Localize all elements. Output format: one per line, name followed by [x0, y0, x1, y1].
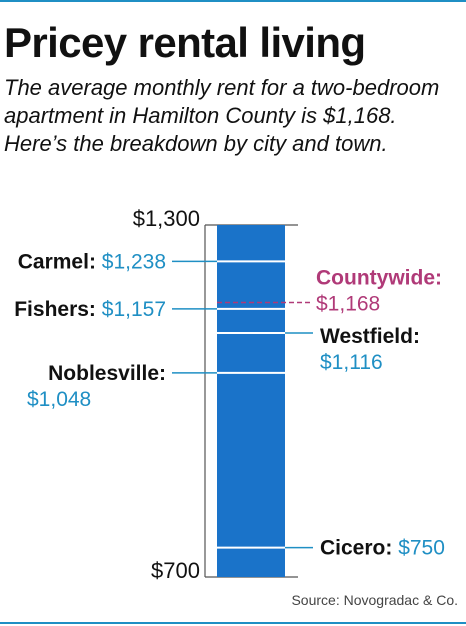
reference-label-name-part-0: Countywide: — [316, 266, 442, 289]
reference-label-value-part-0: $1,168 — [316, 292, 380, 315]
top-rule — [0, 0, 466, 2]
reference-label-value: $1,168 — [316, 292, 380, 315]
label-noblesville-value: $1,048 — [27, 388, 91, 411]
label-fishers: Fishers: $1,157 — [14, 298, 166, 321]
bottom-rule — [0, 622, 466, 624]
reference-label-name: Countywide: — [316, 266, 442, 289]
chart-subtitle: The average monthly rent for a two-bedro… — [4, 75, 440, 156]
chart-title: Pricey rental living — [4, 19, 366, 66]
label-cicero: Cicero: $750 — [320, 537, 445, 560]
ytick-label-bottom: $700 — [151, 558, 200, 583]
label-westfield-name: Westfield: — [320, 325, 420, 348]
source-note: Source: Novogradac & Co. — [291, 592, 458, 608]
label-fishers-part-1: $1,157 — [102, 298, 166, 321]
label-carmel: Carmel: $1,238 — [18, 250, 166, 273]
label-noblesville-name: Noblesville: — [48, 362, 166, 385]
label-cicero-part-0: Cicero: — [320, 537, 398, 560]
label-noblesville-value-part-0: $1,048 — [27, 388, 91, 411]
label-westfield-value-part-0: $1,116 — [320, 351, 383, 374]
label-cicero-part-1: $750 — [398, 537, 445, 560]
bar — [217, 225, 285, 577]
label-carmel-part-1: $1,238 — [102, 250, 166, 273]
label-fishers-part-0: Fishers: — [14, 298, 102, 321]
label-noblesville-name-part-0: Noblesville: — [48, 362, 166, 385]
label-westfield-name-part-0: Westfield: — [320, 325, 420, 348]
ytick-label-top: $1,300 — [133, 206, 200, 231]
label-carmel-part-0: Carmel: — [18, 250, 102, 273]
label-westfield-value: $1,116 — [320, 351, 383, 374]
